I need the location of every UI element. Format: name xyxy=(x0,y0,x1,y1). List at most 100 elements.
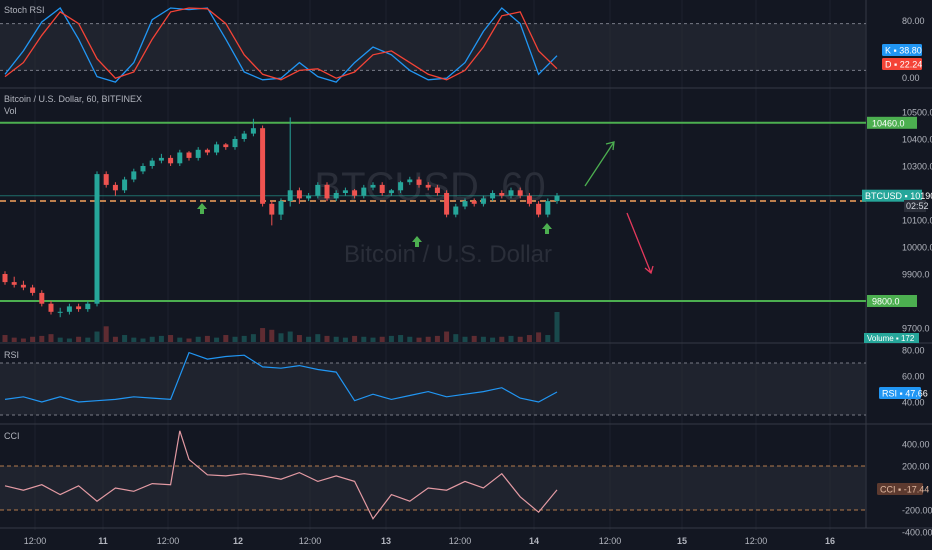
volume-bar xyxy=(195,336,201,342)
volume-bar xyxy=(333,336,339,342)
candle-body xyxy=(471,201,477,204)
volume-badge: Volume ▪ 172 xyxy=(867,334,915,343)
price-tick: 10100.0 xyxy=(902,216,932,226)
candle-body xyxy=(103,174,109,185)
volume-bar xyxy=(306,336,312,342)
candle-body xyxy=(480,198,486,204)
time-axis-hour: 12:00 xyxy=(599,536,622,546)
candle-body xyxy=(168,157,174,164)
candle-body xyxy=(158,157,164,161)
time-axis-hour: 12:00 xyxy=(157,536,180,546)
stoch-d-badge: D ▪ 22.24 xyxy=(885,60,922,70)
candle-body xyxy=(361,187,367,196)
volume-bar xyxy=(324,335,330,342)
time-axis-day: 13 xyxy=(381,536,391,546)
candle-body xyxy=(94,174,100,304)
volume-badge-box xyxy=(864,333,919,343)
volume-bar xyxy=(85,337,91,342)
volume-bar xyxy=(315,334,321,342)
volume-bar xyxy=(2,335,8,342)
price-tick: 10400.0 xyxy=(902,135,932,145)
volume-bar xyxy=(214,337,220,342)
candle-body xyxy=(131,171,137,180)
time-axis-day: 15 xyxy=(677,536,687,546)
candle-body xyxy=(342,190,348,193)
candle-body xyxy=(85,303,91,310)
candle-body xyxy=(398,182,404,191)
candle-body xyxy=(39,292,45,304)
rsi-series xyxy=(4,351,558,403)
stoch-d-badge-box xyxy=(882,58,922,70)
volume-bar xyxy=(76,336,82,342)
volume-bar xyxy=(545,335,551,342)
time-axis-hour: 12:00 xyxy=(449,536,472,546)
volume-bar xyxy=(260,328,266,342)
candle-body xyxy=(232,139,238,148)
candle-body xyxy=(379,184,385,193)
candle-body xyxy=(545,201,551,215)
candle-body xyxy=(57,311,63,313)
symbol-title[interactable]: Bitcoin / U.S. Dollar, 60, BITFINEX xyxy=(4,94,142,104)
volume-bar xyxy=(499,336,505,342)
candle-body xyxy=(536,203,542,215)
candle-body xyxy=(517,190,523,196)
level-high-badge: 10460.0 xyxy=(872,118,905,128)
volume-bar xyxy=(471,335,477,342)
stoch-series-d xyxy=(4,7,558,81)
volume-bar xyxy=(186,338,192,342)
rsi-badge: RSI ▪ 47.66 xyxy=(882,389,928,399)
volume-bar xyxy=(131,337,137,342)
candle-body xyxy=(66,306,72,312)
volume-bar xyxy=(223,335,229,342)
volume-bar xyxy=(168,335,174,342)
candle-body xyxy=(260,128,266,204)
volume-bar xyxy=(462,336,468,342)
stoch-pane-label: Stoch RSI xyxy=(4,5,45,15)
stoch-band xyxy=(0,23,866,71)
candle-body xyxy=(149,160,155,166)
stoch-tick: 0.00 xyxy=(902,73,920,83)
volume-bar xyxy=(517,336,523,342)
volume-bar xyxy=(296,335,302,342)
time-axis-hour: 12:00 xyxy=(24,536,47,546)
candle-body xyxy=(370,184,376,188)
volume-bar xyxy=(149,336,155,342)
volume-bar xyxy=(407,336,413,342)
cci-tick: 200.00 xyxy=(902,462,930,472)
volume-bar xyxy=(370,337,376,342)
time-axis-day: 12 xyxy=(233,536,243,546)
countdown-box xyxy=(904,200,926,212)
volume-bar xyxy=(416,337,422,342)
candle-body xyxy=(223,144,229,148)
volume-bar xyxy=(554,312,560,342)
candle-body xyxy=(407,179,413,183)
candle-body xyxy=(388,190,394,193)
volume-bar xyxy=(250,334,256,342)
candle-body xyxy=(20,284,26,288)
bullish-projection-arrow[interactable] xyxy=(584,141,615,187)
price-tick: 9900.0 xyxy=(902,270,930,280)
candle-body xyxy=(508,190,514,196)
candle-body xyxy=(352,190,358,196)
time-axis-hour: 12:00 xyxy=(745,536,768,546)
candle-body xyxy=(76,306,82,310)
candle-body xyxy=(204,149,210,153)
candle-body xyxy=(287,190,293,202)
candle-body xyxy=(425,184,431,188)
price-tick: 10500.0 xyxy=(902,108,932,118)
volume-bar xyxy=(508,335,514,342)
cci-badge: CCI ▪ -17.44 xyxy=(880,485,929,495)
rsi-tick: 60.00 xyxy=(902,372,925,382)
price-tick: 9700.0 xyxy=(902,324,930,334)
cci-series xyxy=(4,430,558,520)
candle-body xyxy=(453,206,459,215)
candle-body xyxy=(296,190,302,199)
bearish-projection-arrow[interactable] xyxy=(626,212,652,274)
cci-tick: -200.00 xyxy=(902,506,932,516)
volume-bar xyxy=(444,331,450,342)
volume-bar xyxy=(122,335,128,342)
volume-bar xyxy=(425,336,431,342)
volume-bar xyxy=(177,337,183,342)
candle-body xyxy=(444,193,450,215)
